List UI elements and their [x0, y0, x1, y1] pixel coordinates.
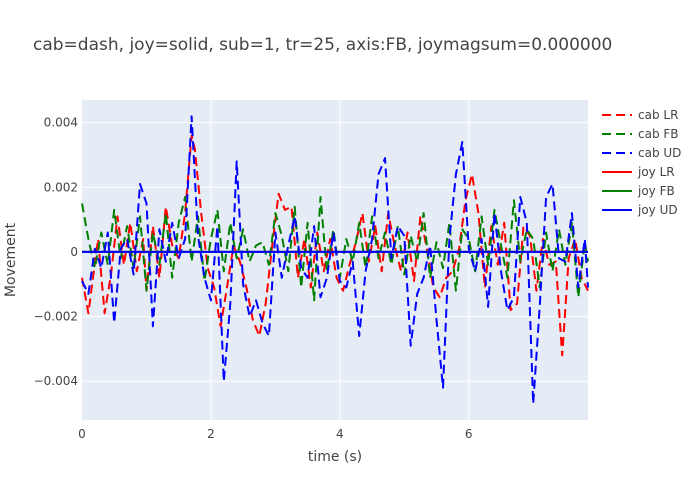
legend[interactable]: cab LR cab FB cab UD joy LR joy FB joy UD	[602, 108, 681, 217]
series-layer	[81, 115, 589, 405]
tick-labels: 0 2 4 6 −0.004 −0.002 0 0.002 0.004	[34, 116, 473, 441]
y-tick-label: −0.004	[34, 374, 78, 388]
x-tick-label: 2	[207, 427, 215, 441]
x-tick-label: 6	[465, 427, 473, 441]
legend-item[interactable]: cab LR	[602, 108, 678, 122]
legend-item[interactable]: joy FB	[602, 184, 675, 198]
legend-item[interactable]: joy UD	[602, 203, 678, 217]
legend-label: joy LR	[637, 165, 675, 179]
legend-label: cab LR	[638, 108, 678, 122]
legend-label: joy FB	[637, 184, 675, 198]
x-axis-title: time (s)	[308, 449, 362, 465]
x-tick-label: 0	[78, 427, 86, 441]
x-tick-label: 4	[336, 427, 344, 441]
legend-item[interactable]: joy LR	[602, 165, 675, 179]
y-tick-label: 0.004	[44, 116, 78, 130]
legend-label: cab FB	[638, 127, 679, 141]
legend-label: joy UD	[637, 203, 678, 217]
y-tick-label: −0.002	[34, 310, 78, 324]
legend-item[interactable]: cab FB	[602, 127, 679, 141]
legend-item[interactable]: cab UD	[602, 146, 681, 160]
legend-label: cab UD	[638, 146, 681, 160]
y-tick-label: 0.002	[44, 180, 78, 194]
series-cab-ud-line	[81, 115, 589, 405]
y-tick-label: 0	[70, 245, 78, 259]
series-cab-lr-line	[81, 134, 589, 357]
chart-title: cab=dash, joy=solid, sub=1, tr=25, axis:…	[33, 35, 612, 55]
y-axis-title: Movement	[3, 222, 19, 297]
